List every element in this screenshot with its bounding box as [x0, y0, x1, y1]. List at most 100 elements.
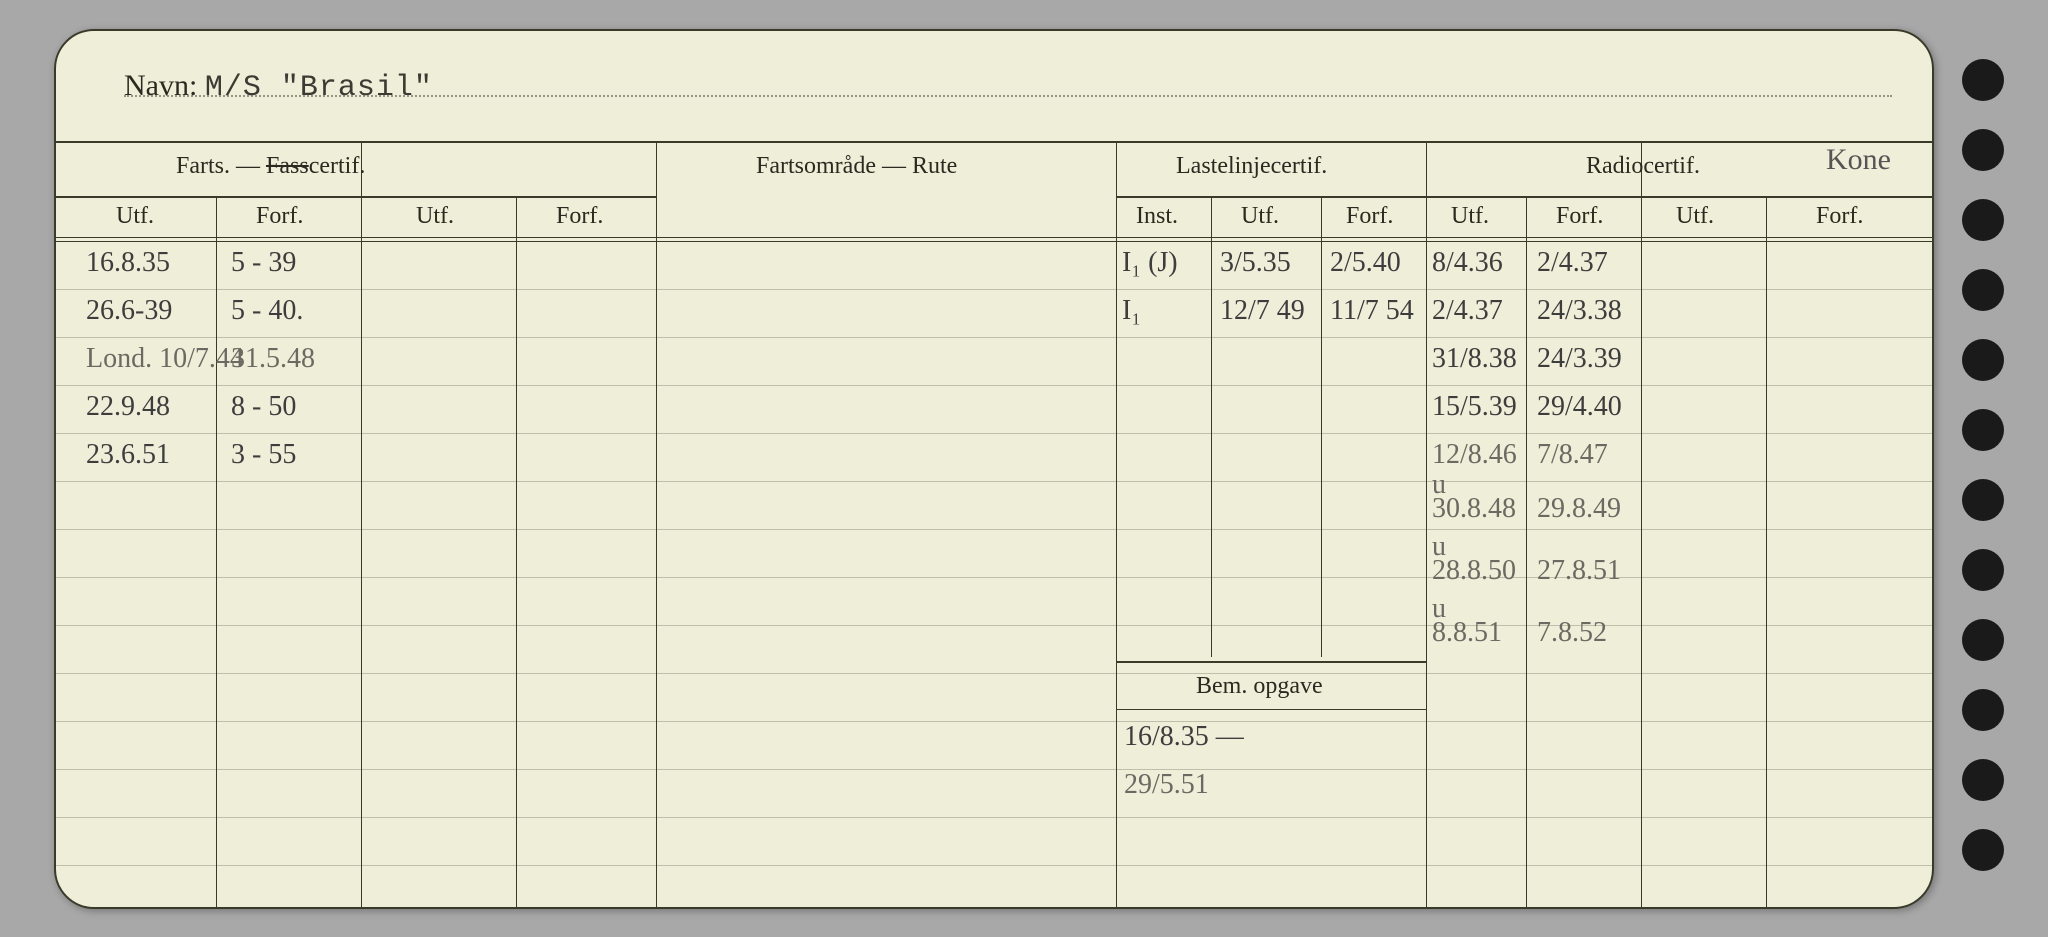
ruled-line — [56, 289, 1932, 290]
h-laste-inst: Inst. — [1136, 203, 1178, 230]
v-farts-1 — [216, 196, 217, 907]
radio-forf: 2/4.37 — [1537, 247, 1608, 279]
radio-utf: 28.8.50 — [1432, 555, 1516, 587]
radio-forf: 29/4.40 — [1537, 391, 1622, 423]
radio-forf: 24/3.38 — [1537, 295, 1622, 327]
punch-hole — [1962, 129, 2004, 171]
ruled-line — [56, 769, 1932, 770]
name-row: Navn: M/S "Brasil" — [124, 69, 433, 105]
punch-hole — [1962, 199, 2004, 241]
v-laste-l — [1116, 141, 1117, 907]
card-wrapper: Navn: M/S "Brasil" Farts. — Fasscertif. … — [34, 19, 2014, 919]
ruled-line — [56, 817, 1932, 818]
ruled-line — [56, 673, 1932, 674]
farts-utf: 23.6.51 — [86, 439, 170, 471]
h-laste-forf: Forf. — [1346, 203, 1393, 230]
laste-inst: I₁ (J) — [1122, 247, 1178, 279]
farts-forf: 8 - 50 — [231, 391, 296, 423]
v-farts-2 — [361, 141, 362, 907]
bem-row: 29/5.51 — [1124, 769, 1209, 801]
ruled-line — [56, 481, 1932, 482]
ruled-line — [56, 529, 1932, 530]
v-laste-2 — [1321, 196, 1322, 657]
radio-forf: 27.8.51 — [1537, 555, 1621, 587]
t: Farts. — — [176, 153, 260, 179]
v-radio-2 — [1641, 141, 1642, 907]
hdr-farts-group: Farts. — Fasscertif. — [176, 153, 365, 180]
rule-h3b — [56, 241, 1932, 242]
farts-utf: 16.8.35 — [86, 247, 170, 279]
h-farts-utf: Utf. — [116, 203, 154, 230]
punch-hole — [1962, 689, 2004, 731]
punch-hole — [1962, 619, 2004, 661]
name-value: M/S "Brasil" — [205, 71, 433, 105]
v-radio-3 — [1766, 196, 1767, 907]
h-bem: Bem. opgave — [1196, 673, 1323, 700]
h-radio-forf: Forf. — [1556, 203, 1603, 230]
hdr-fartsomrade: Fartsområde — Rute — [756, 153, 957, 180]
radio-utf: 12/8.46 — [1432, 439, 1517, 471]
radio-forf: 29.8.49 — [1537, 493, 1621, 525]
hdr-radio: Radiocertif. — [1586, 153, 1700, 180]
farts-forf: 31.5.48 — [231, 343, 315, 375]
punch-hole — [1962, 759, 2004, 801]
name-label: Navn: — [124, 69, 197, 102]
radio-utf: 8/4.36 — [1432, 247, 1503, 279]
farts-forf: 5 - 39 — [231, 247, 296, 279]
radio-forf: 24/3.39 — [1537, 343, 1622, 375]
farts-utf: 22.9.48 — [86, 391, 170, 423]
index-card: Navn: M/S "Brasil" Farts. — Fasscertif. … — [54, 29, 1934, 909]
ruled-line — [56, 337, 1932, 338]
v-laste-1 — [1211, 196, 1212, 657]
ruled-line — [56, 721, 1932, 722]
h-radio-utf2: Utf. — [1676, 203, 1714, 230]
radio-utf: 2/4.37 — [1432, 295, 1503, 327]
laste-forf: 11/7 54 — [1330, 295, 1414, 327]
punch-hole — [1962, 409, 2004, 451]
punch-hole — [1962, 59, 2004, 101]
laste-forf: 2/5.40 — [1330, 247, 1401, 279]
farts-forf: 5 - 40. — [231, 295, 303, 327]
punch-hole — [1962, 479, 2004, 521]
rule-h1 — [56, 141, 1932, 143]
laste-utf: 3/5.35 — [1220, 247, 1291, 279]
laste-inst: I₁ — [1122, 295, 1141, 327]
h-farts-forf: Forf. — [256, 203, 303, 230]
v-radio-l — [1426, 141, 1427, 907]
rule-h2b — [1116, 196, 1932, 198]
laste-utf: 12/7 49 — [1220, 295, 1305, 327]
ruled-line — [56, 625, 1932, 626]
radio-forf: 7/8.47 — [1537, 439, 1608, 471]
radio-utf: 8.8.51 — [1432, 617, 1502, 649]
h-laste-utf: Utf. — [1241, 203, 1279, 230]
h-farts-utf2: Utf. — [416, 203, 454, 230]
strike: Fass — [266, 153, 309, 179]
ruled-line — [56, 865, 1932, 866]
farts-forf: 3 - 55 — [231, 439, 296, 471]
name-dotted-line — [124, 95, 1892, 97]
farts-utf: 26.6-39 — [86, 295, 172, 327]
punch-hole — [1962, 549, 2004, 591]
farts-utf: Lond. 10/7.44 — [86, 343, 244, 375]
radio-forf: 7.8.52 — [1537, 617, 1607, 649]
punch-hole — [1962, 269, 2004, 311]
v-radio-1 — [1526, 196, 1527, 907]
punch-hole — [1962, 829, 2004, 871]
bem-mid — [1116, 709, 1426, 710]
rule-h3a — [56, 237, 1932, 238]
h-farts-forf2: Forf. — [556, 203, 603, 230]
radio-utf: 15/5.39 — [1432, 391, 1517, 423]
hdr-annot: Kone — [1826, 143, 1891, 177]
v-farts-3 — [516, 196, 517, 907]
punch-hole — [1962, 339, 2004, 381]
sfx: certif. — [309, 153, 366, 179]
bem-row: 16/8.35 — — [1124, 721, 1244, 753]
h-radio-forf2: Forf. — [1816, 203, 1863, 230]
radio-utf: 30.8.48 — [1432, 493, 1516, 525]
ruled-line — [56, 385, 1932, 386]
punch-holes — [1944, 19, 2014, 919]
bem-top — [1116, 661, 1426, 663]
radio-utf: 31/8.38 — [1432, 343, 1517, 375]
v-rute-l — [656, 141, 657, 907]
hdr-laste: Lastelinjecertif. — [1176, 153, 1327, 180]
